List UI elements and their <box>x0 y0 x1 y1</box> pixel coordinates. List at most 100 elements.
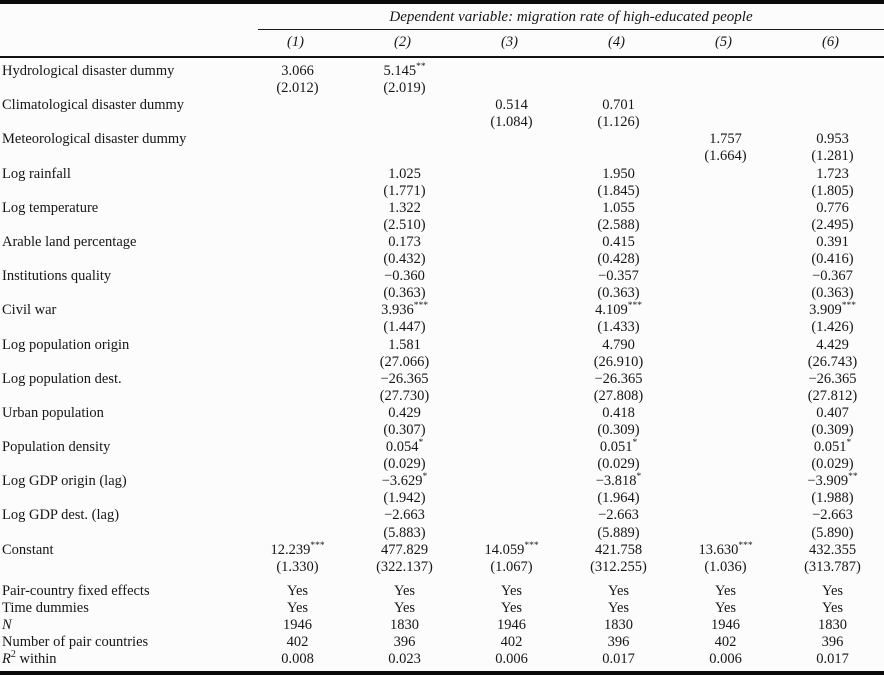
coefficient-value: −3.629 <box>381 473 423 490</box>
summary-value: Yes <box>286 599 309 616</box>
coefficient-line <box>244 473 351 490</box>
coefficient-cell <box>672 200 779 234</box>
coefficient-line: 13.630*** <box>672 541 779 559</box>
summary-label: Number of pair countries <box>0 634 244 651</box>
standard-error <box>672 217 779 234</box>
coefficient-cell: 13.630*** (1.036) <box>672 541 779 576</box>
coefficient-cell <box>244 507 351 541</box>
coefficient-value: 0.415 <box>602 233 635 250</box>
coefficient-cell <box>458 166 565 200</box>
coefficient-value: 13.630 <box>698 541 739 558</box>
coefficient-cell <box>672 439 779 473</box>
coefficient-value: 477.829 <box>380 541 429 558</box>
table-row: Log rainfall 1.025 (1.771) 1.950 (1.845) 1.72… <box>0 166 884 200</box>
standard-error <box>458 183 565 200</box>
coefficient-line <box>458 337 565 354</box>
coefficient-cell: 1.723 (1.805) <box>779 166 884 200</box>
coefficient-line <box>244 268 351 285</box>
coefficient-line: 0.415 <box>565 234 672 251</box>
coefficient-cell: 3.066 (2.012) <box>244 63 351 97</box>
standard-error: (1.664) <box>704 148 747 165</box>
standard-error <box>672 251 779 268</box>
summary-value: 0.006 <box>709 651 742 668</box>
coefficient-cell: −2.663 (5.889) <box>565 507 672 541</box>
coefficient-value: 0.173 <box>388 233 421 250</box>
coefficient-value: 5.145 <box>383 63 417 79</box>
table-row: Urban population 0.429 (0.307) 0.418 (0.309)… <box>0 405 884 439</box>
summary-label-part: R <box>2 651 11 668</box>
coefficient-line: −26.365 <box>565 371 672 388</box>
coefficient-cell: 421.758 (312.255) <box>565 542 672 576</box>
table-row: Log GDP dest. (lag) −2.663 (5.883) −2.663 (5… <box>0 507 884 541</box>
standard-error: (1.281) <box>811 148 854 165</box>
coefficient-line: 0.418 <box>565 405 672 422</box>
summary-row: Time dummies Yes Yes Yes Yes Yes Yes <box>0 600 884 617</box>
standard-error <box>672 80 779 97</box>
coefficient-cell <box>244 371 351 405</box>
coefficient-line: 0.701 <box>565 97 672 114</box>
table-row: Arable land percentage 0.173 (0.432) 0.415(… <box>0 234 884 268</box>
coefficient-cell: 3.936*** (1.447) <box>351 302 458 336</box>
coefficient-value: 4.429 <box>816 336 849 353</box>
coefficient-cell: 12.239*** (1.330) <box>244 541 351 576</box>
summary-value: 396 <box>821 634 844 651</box>
coefficient-line: −26.365 <box>779 371 884 388</box>
summary-label-part: Time dummies <box>2 599 89 616</box>
summary-value: 1946 <box>497 617 526 633</box>
standard-error <box>458 217 565 234</box>
coefficient-line <box>672 234 779 251</box>
standard-error <box>244 183 351 200</box>
row-label: Institutions quality <box>2 268 112 285</box>
standard-error: (0.029) <box>597 456 640 473</box>
dependent-variable-row: Dependent variable: migration rate of hi… <box>0 4 884 30</box>
row-label: Log rainfall <box>2 165 71 182</box>
coefficient-line: −2.663 <box>351 507 458 524</box>
coefficient-cell <box>244 131 351 165</box>
coefficient-cell: −26.365 (27.808) <box>565 371 672 405</box>
coefficient-cell: 1.025 (1.771) <box>351 166 458 200</box>
table-row: Log population origin 1.581 (27.066) 4.790(… <box>0 337 884 371</box>
standard-error: (26.910) <box>593 353 644 370</box>
coefficient-cell <box>565 63 672 97</box>
standard-error: (2.510) <box>383 216 426 233</box>
standard-error: (2.012) <box>276 80 319 97</box>
coefficient-cell: 0.173 (0.432) <box>351 234 458 268</box>
standard-error <box>244 422 351 439</box>
summary-label: R2 within <box>0 650 244 668</box>
standard-error: (27.730) <box>379 387 430 404</box>
coefficient-value: 12.239 <box>270 541 311 558</box>
coefficient-line: −0.367 <box>779 268 884 285</box>
standard-error <box>672 525 779 542</box>
coefficient-cell <box>244 268 351 302</box>
coefficient-line: 0.953 <box>779 131 884 148</box>
coefficient-line <box>244 337 351 354</box>
coefficient-line <box>244 302 351 319</box>
summary-row: R2 within 0.008 0.023 0.006 0.017 0.006 0.017 <box>0 650 884 668</box>
standard-error <box>244 354 351 371</box>
coefficient-line <box>672 337 779 354</box>
coefficient-cell <box>672 405 779 439</box>
top-rule <box>0 0 884 4</box>
standard-error: (1.964) <box>597 490 640 507</box>
coefficient-cell: 0.776 (2.495) <box>779 200 884 234</box>
coefficient-cell <box>458 131 565 165</box>
standard-error <box>672 422 779 439</box>
coefficient-cell <box>351 97 458 131</box>
coefficient-line: 0.514 <box>458 97 565 114</box>
coefficient-value: −3.909 <box>807 473 849 490</box>
column-header-5: (5) <box>715 34 732 50</box>
coefficient-line: 0.054* <box>351 438 458 456</box>
standard-error: (1.447) <box>383 319 426 336</box>
coefficient-value: −2.663 <box>598 507 639 524</box>
coefficient-value: 0.776 <box>816 199 849 216</box>
coefficient-value: 1.950 <box>602 165 635 182</box>
coefficient-cell <box>672 97 779 131</box>
standard-error: (2.019) <box>383 80 426 97</box>
standard-error: (1.805) <box>811 182 854 199</box>
coefficient-cell: −2.663 (5.890) <box>779 507 884 541</box>
coefficient-value: 14.059 <box>484 541 525 558</box>
coefficient-value: 0.051 <box>599 439 633 456</box>
summary-value: Yes <box>714 599 737 616</box>
coefficient-cell <box>779 97 884 131</box>
row-label: Civil war <box>2 302 57 319</box>
